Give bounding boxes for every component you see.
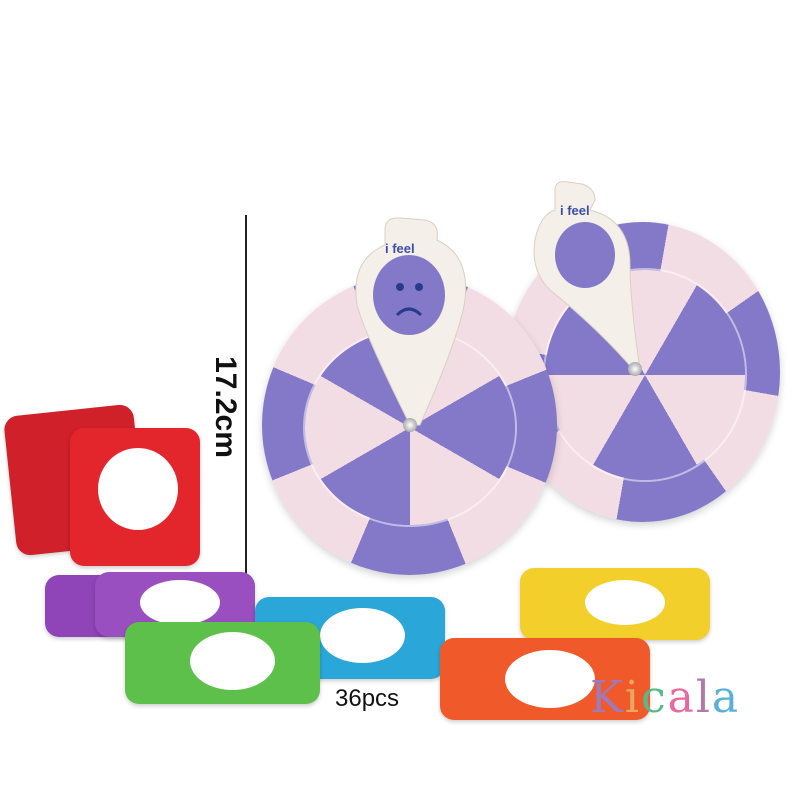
brand-logo: Kicala [590, 672, 741, 723]
height-dimension-label: 17.2cm [209, 356, 242, 458]
face-blue-card [320, 608, 405, 663]
face-yellow-card [585, 580, 665, 625]
face-green-card [190, 632, 275, 690]
face-purple-card [140, 580, 220, 625]
wheel-pin-front [403, 418, 417, 432]
pointer-front[interactable]: i feel [345, 215, 485, 445]
wheel-pin-back [628, 362, 642, 376]
pointer-front-label: i feel [385, 241, 415, 256]
pointer-back-label: i feel [560, 203, 590, 218]
crying-face [98, 448, 178, 530]
height-dimension-line [245, 215, 247, 575]
face-orange-card [505, 650, 595, 708]
pointer-back[interactable]: i feel [520, 180, 670, 380]
quantity-label: 36pcs [335, 685, 400, 712]
